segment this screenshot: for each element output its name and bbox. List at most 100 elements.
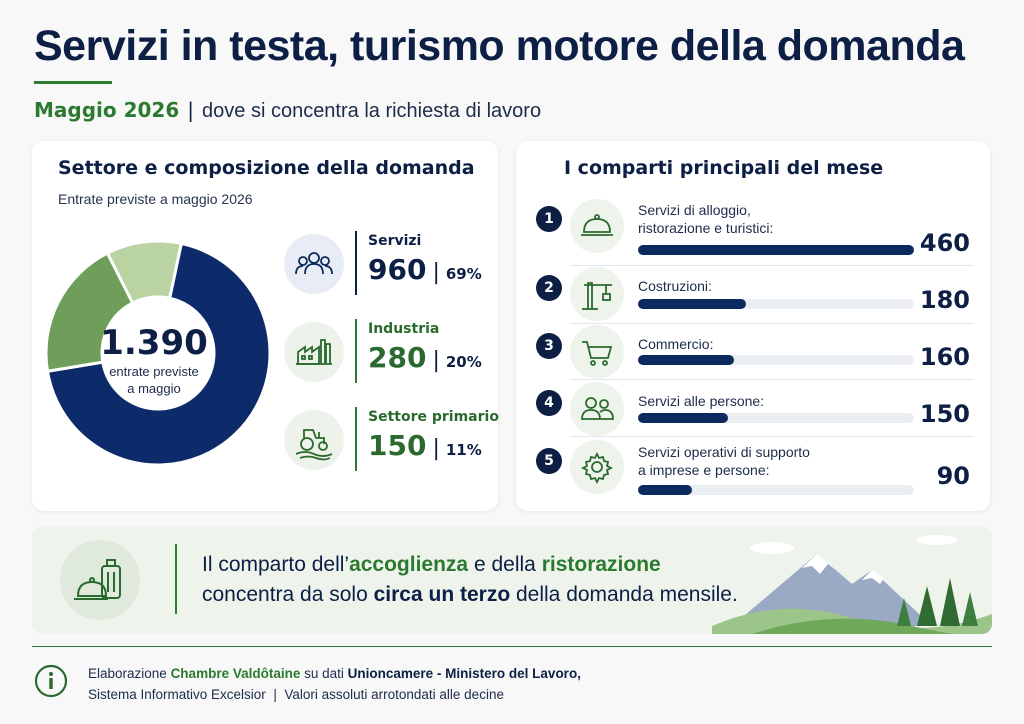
tagline: dove si concentra la richiesta di lavoro <box>202 100 542 122</box>
footer-note: Valori assoluti arrotondati alle decine <box>284 687 504 702</box>
segment-values: 150 | 11% <box>368 429 482 462</box>
donut-label-line1: entrate previste <box>109 364 199 379</box>
banner-text-part: Il comparto dell’ <box>202 553 350 576</box>
info-icon <box>34 664 68 698</box>
donut-total: 1.390 <box>100 323 208 363</box>
sector-bar-track <box>638 485 914 495</box>
segment-name: Servizi <box>368 233 422 249</box>
sector-bar-track <box>638 413 914 423</box>
sector-label-line1: Servizi di alloggio, <box>638 202 751 218</box>
banner-highlight: ristorazione <box>541 553 661 576</box>
segment-name: Settore primario <box>368 409 499 425</box>
highlight-banner: Il comparto dell’accoglienza e della ris… <box>32 526 992 634</box>
segment-divider <box>355 231 357 295</box>
sector-value: 90 <box>936 462 970 490</box>
footer-separator: | <box>265 687 285 702</box>
sector-value: 460 <box>919 229 970 257</box>
sectors-card: I comparti principali del mese 1 Servizi… <box>516 141 990 511</box>
sector-label: Commercio: <box>638 336 714 352</box>
banner-divider <box>175 544 177 614</box>
tractor-icon <box>284 410 344 470</box>
donut-slice-0 <box>45 241 272 467</box>
luggage-icon <box>60 540 140 620</box>
segment-pct: 20% <box>445 353 482 371</box>
donut-slice-1 <box>44 251 135 373</box>
footer-text-part: Sistema Informativo Excelsior <box>88 687 266 702</box>
donut-chart <box>44 239 272 467</box>
segment-industria: Industria 280 | 20% <box>284 317 494 387</box>
sector-bar <box>638 485 692 495</box>
composition-subtitle: Entrate previste a maggio 2026 <box>58 191 253 207</box>
sector-label: Servizi di alloggio, ristorazione e turi… <box>638 201 773 237</box>
cart-icon <box>570 325 624 379</box>
segment-value: 150 <box>368 429 427 462</box>
segment-values: 960 | 69% <box>368 253 482 286</box>
rank-badge: 2 <box>536 275 562 301</box>
sector-label-line2: a imprese e persone: <box>638 462 770 478</box>
sector-bar <box>638 299 746 309</box>
segment-name: Industria <box>368 321 440 337</box>
footer-text-part: Elaborazione <box>88 666 171 681</box>
sector-label: Servizi operativi di supporto a imprese … <box>638 443 810 479</box>
subtitle-separator: | <box>187 98 195 122</box>
rank-badge: 3 <box>536 333 562 359</box>
segment-pct: 11% <box>445 441 482 459</box>
footer-rule <box>32 646 992 647</box>
segment-divider <box>355 319 357 383</box>
row-separator <box>570 265 974 266</box>
segment-separator: | <box>432 348 440 373</box>
banner-emphasis: circa un terzo <box>373 583 511 606</box>
sector-value: 160 <box>919 343 970 371</box>
sector-bar <box>638 355 734 365</box>
rank-badge: 1 <box>536 206 562 232</box>
sector-bar-track <box>638 245 914 255</box>
banner-text-part: concentra da solo <box>202 583 374 606</box>
segment-separator: | <box>432 436 440 461</box>
sector-label-line1: Servizi operativi di supporto <box>638 444 810 460</box>
rank-badge: 4 <box>536 390 562 416</box>
donut-center: 1.390 entrate previste a maggio <box>99 323 209 397</box>
title-underline <box>34 81 112 84</box>
donut-total-label: entrate previste a maggio <box>99 363 209 397</box>
sector-bar <box>638 413 728 423</box>
mountain-landscape-illustration <box>712 535 992 634</box>
segment-values: 280 | 20% <box>368 341 482 374</box>
rank-badge: 5 <box>536 448 562 474</box>
sector-label: Servizi alle persone: <box>638 393 765 409</box>
page-title: Servizi in testa, turismo motore della d… <box>34 22 965 70</box>
cloche-icon <box>570 199 624 253</box>
sector-bar-track <box>638 299 914 309</box>
period-label: Maggio 2026 <box>34 98 180 122</box>
banner-message: Il comparto dell’accoglienza e della ris… <box>202 550 738 610</box>
footer-text-part: su dati <box>300 666 348 681</box>
segment-separator: | <box>432 260 440 285</box>
row-separator <box>570 379 974 380</box>
segment-divider <box>355 407 357 471</box>
segment-primario: Settore primario 150 | 11% <box>284 405 499 475</box>
crane-icon <box>570 267 624 321</box>
donut-slice-2 <box>105 239 184 306</box>
banner-text-part: della domanda mensile. <box>510 583 738 606</box>
sector-value: 150 <box>919 400 970 428</box>
donut-label-line2: a maggio <box>127 381 181 396</box>
people-icon <box>284 234 344 294</box>
gear-icon <box>570 440 624 494</box>
sectors-title: I comparti principali del mese <box>564 157 884 179</box>
banner-highlight: accoglienza <box>349 553 469 576</box>
row-separator <box>570 323 974 324</box>
page-subtitle: Maggio 2026 | dove si concentra la richies… <box>34 98 541 123</box>
segment-value: 280 <box>368 341 427 374</box>
footer-source: Elaborazione Chambre Valdôtaine su dati … <box>88 663 581 705</box>
segment-servizi: Servizi 960 | 69% <box>284 229 494 299</box>
composition-card: Settore e composizione della domanda Ent… <box>32 141 499 511</box>
banner-text-part: e della <box>468 553 542 576</box>
footer-org: Chambre Valdôtaine <box>170 666 301 681</box>
sector-value: 180 <box>919 286 970 314</box>
segment-value: 960 <box>368 253 427 286</box>
row-separator <box>570 436 974 437</box>
sector-bar <box>638 245 914 255</box>
segment-pct: 69% <box>445 265 482 283</box>
sector-label: Costruzioni: <box>638 278 712 294</box>
footer-source-name: Unioncamere - Ministero del Lavoro, <box>347 666 581 681</box>
sector-bar-track <box>638 355 914 365</box>
